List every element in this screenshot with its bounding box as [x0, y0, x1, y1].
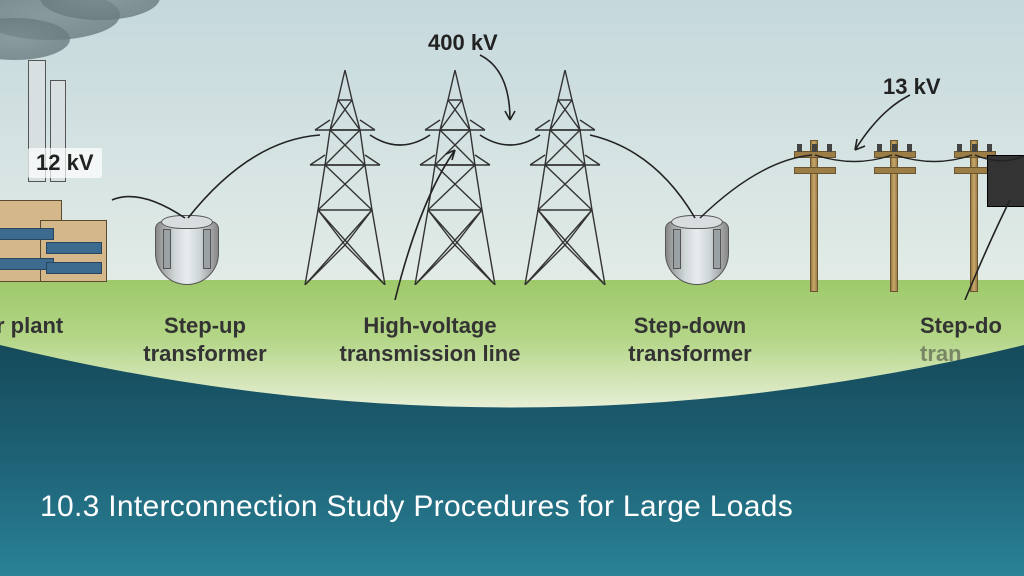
voltage-label-distribution: 13 kV: [875, 72, 949, 102]
voltage-label-transmission: 400 kV: [420, 28, 506, 58]
transmission-tower: [410, 70, 500, 285]
plant-window: [46, 262, 102, 274]
insulator: [892, 144, 897, 152]
insulator: [957, 144, 962, 152]
caption-text: High-voltage: [363, 313, 496, 338]
caption-text: transformer: [628, 341, 751, 366]
insulator: [972, 144, 977, 152]
caption-hvline: High-voltage transmission line: [310, 312, 550, 367]
caption-text: Step-do: [920, 313, 1002, 338]
plant-window: [46, 242, 102, 254]
pole-crossarm: [874, 167, 916, 174]
distribution-pole: [890, 140, 898, 292]
caption-text: tran: [920, 341, 962, 366]
caption-stepdown: Step-down transformer: [600, 312, 780, 367]
caption-text: transmission line: [340, 341, 521, 366]
pole-transformer: [987, 155, 1024, 207]
transformer-fin: [203, 229, 211, 269]
step-down-transformer: [665, 215, 727, 285]
slide-title: 10.3 Interconnection Study Procedures fo…: [40, 490, 793, 524]
caption-plant: r plant: [0, 312, 116, 340]
caption-stepup: Step-up transformer: [120, 312, 290, 367]
transformer-fin: [713, 229, 721, 269]
slide: 12 kV 400 kV 13 kV r plant Step-up trans…: [0, 0, 1024, 576]
pole-crossarm: [794, 151, 836, 158]
plant-window: [0, 228, 54, 240]
transmission-tower: [300, 70, 390, 285]
insulator: [877, 144, 882, 152]
transformer-cap: [671, 215, 723, 229]
transformer-fin: [673, 229, 681, 269]
voltage-label-plant: 12 kV: [28, 148, 102, 178]
caption-text: Step-down: [634, 313, 746, 338]
insulator: [987, 144, 992, 152]
caption-stepdo2: Step-do tran: [920, 312, 1024, 367]
power-plant: [0, 180, 110, 280]
transmission-tower: [520, 70, 610, 285]
pole-crossarm: [874, 151, 916, 158]
insulator: [797, 144, 802, 152]
distribution-pole: [970, 140, 978, 292]
transmission-diagram: 12 kV 400 kV 13 kV r plant Step-up trans…: [0, 0, 1024, 410]
distribution-pole: [810, 140, 818, 292]
pole-crossarm: [794, 167, 836, 174]
insulator: [812, 144, 817, 152]
insulator: [827, 144, 832, 152]
transformer-fin: [163, 229, 171, 269]
transformer-cap: [161, 215, 213, 229]
caption-text: Step-up: [164, 313, 246, 338]
caption-text: r plant: [0, 313, 63, 338]
sky: [0, 0, 1024, 280]
caption-text: transformer: [143, 341, 266, 366]
insulator: [907, 144, 912, 152]
step-up-transformer: [155, 215, 217, 285]
